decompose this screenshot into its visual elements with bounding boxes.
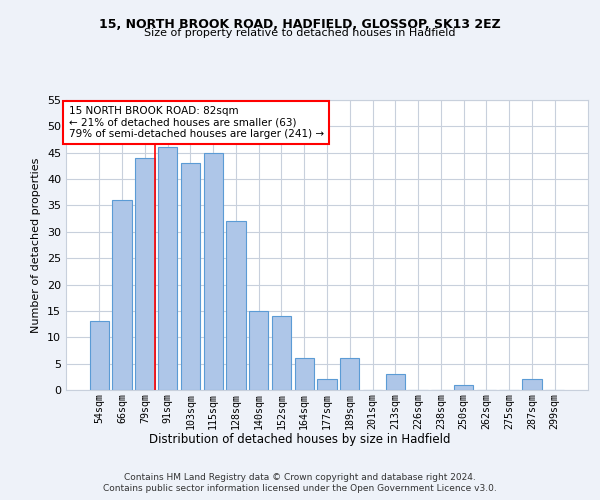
Bar	[454, 384, 473, 390]
Bar	[386, 374, 405, 390]
Bar	[203, 152, 223, 390]
Bar	[112, 200, 132, 390]
Bar	[249, 311, 268, 390]
Text: 15 NORTH BROOK ROAD: 82sqm
← 21% of detached houses are smaller (63)
79% of semi: 15 NORTH BROOK ROAD: 82sqm ← 21% of deta…	[68, 106, 324, 139]
Bar	[317, 380, 337, 390]
Text: Contains HM Land Registry data © Crown copyright and database right 2024.: Contains HM Land Registry data © Crown c…	[124, 472, 476, 482]
Text: 15, NORTH BROOK ROAD, HADFIELD, GLOSSOP, SK13 2EZ: 15, NORTH BROOK ROAD, HADFIELD, GLOSSOP,…	[99, 18, 501, 30]
Bar	[295, 358, 314, 390]
Y-axis label: Number of detached properties: Number of detached properties	[31, 158, 41, 332]
Text: Distribution of detached houses by size in Hadfield: Distribution of detached houses by size …	[149, 432, 451, 446]
Bar	[226, 222, 245, 390]
Text: Contains public sector information licensed under the Open Government Licence v3: Contains public sector information licen…	[103, 484, 497, 493]
Bar	[135, 158, 155, 390]
Bar	[181, 164, 200, 390]
Bar	[272, 316, 291, 390]
Bar	[90, 322, 109, 390]
Text: Size of property relative to detached houses in Hadfield: Size of property relative to detached ho…	[144, 28, 456, 38]
Bar	[522, 380, 542, 390]
Bar	[158, 148, 178, 390]
Bar	[340, 358, 359, 390]
